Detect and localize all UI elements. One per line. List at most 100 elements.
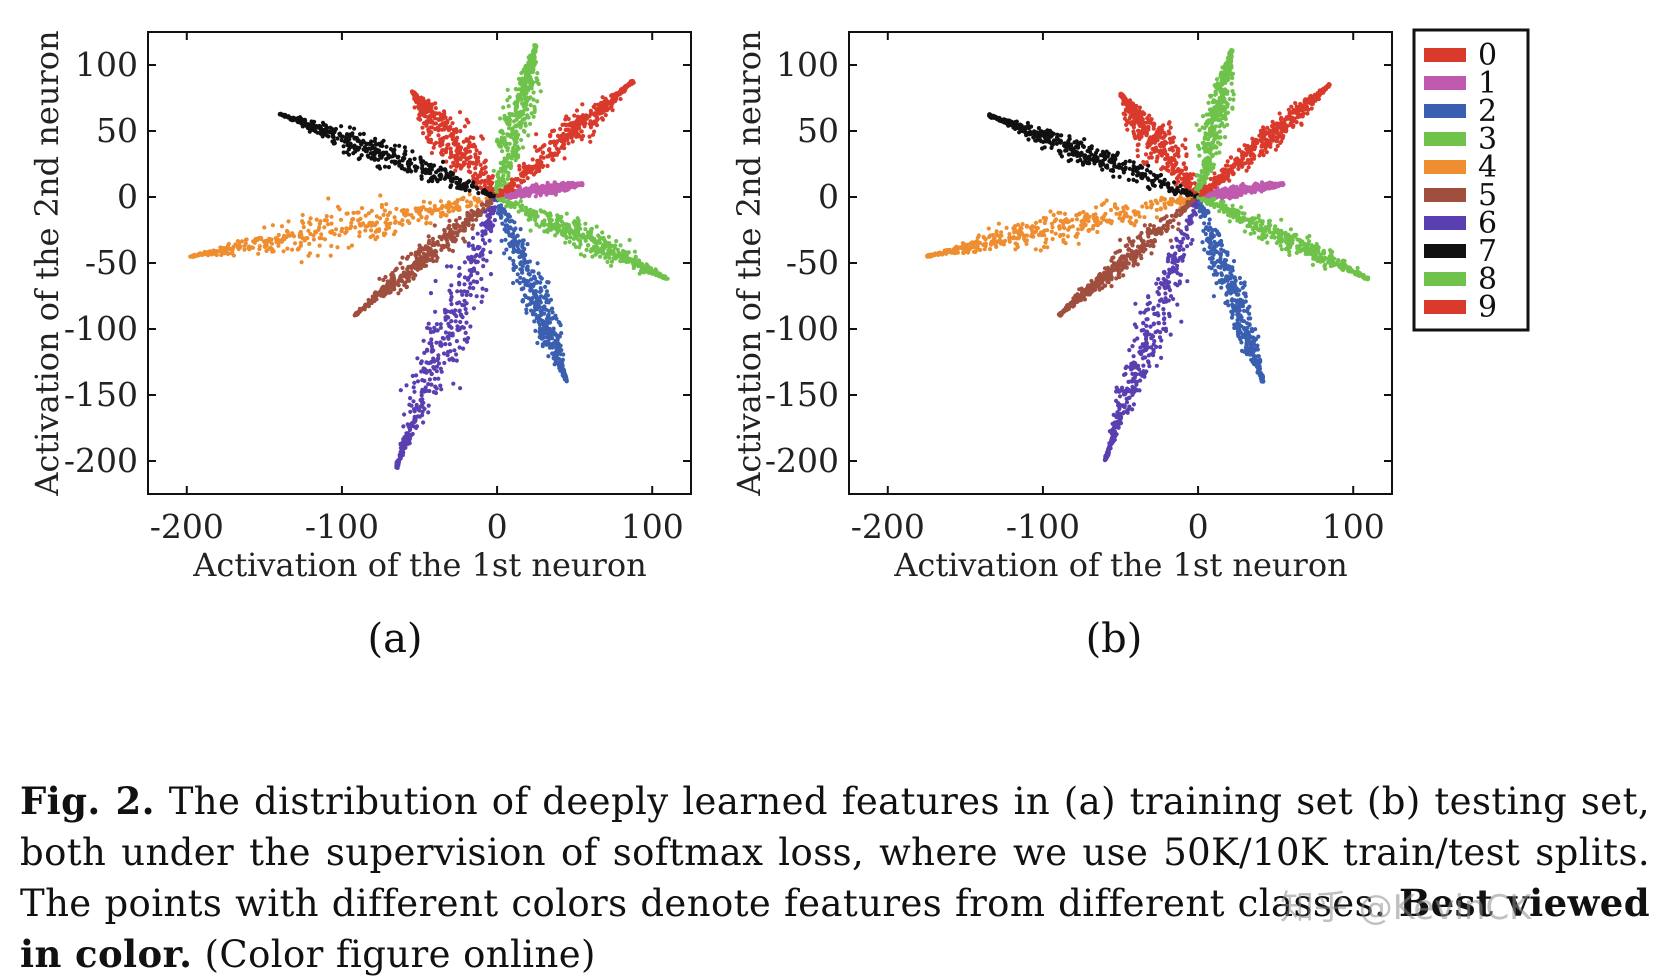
- point: [1167, 129, 1171, 133]
- point: [473, 259, 477, 263]
- point: [542, 143, 546, 147]
- point: [572, 221, 576, 225]
- y-axis-label: Activation of the 2nd neuron: [28, 30, 66, 496]
- point: [479, 172, 483, 176]
- point: [530, 86, 534, 90]
- point: [1157, 126, 1161, 130]
- point: [521, 118, 525, 122]
- point: [525, 242, 529, 246]
- point: [462, 155, 466, 159]
- point: [519, 227, 523, 231]
- point: [409, 213, 413, 217]
- point: [532, 172, 536, 176]
- point: [425, 348, 429, 352]
- point: [551, 158, 555, 162]
- point: [286, 219, 290, 223]
- point: [532, 90, 536, 94]
- point: [419, 208, 423, 212]
- point: [439, 172, 443, 176]
- point: [319, 232, 323, 236]
- point: [401, 266, 405, 270]
- point: [516, 272, 520, 276]
- point: [579, 121, 583, 125]
- point: [457, 274, 461, 278]
- point: [326, 196, 330, 200]
- point: [561, 352, 565, 356]
- point: [358, 132, 362, 136]
- point: [373, 158, 377, 162]
- point: [508, 95, 512, 99]
- point: [427, 133, 431, 137]
- point: [329, 244, 333, 248]
- point: [472, 266, 476, 270]
- point: [429, 361, 433, 365]
- scatter-points: [925, 48, 1370, 462]
- point: [463, 275, 467, 279]
- x-axis-label: Activation of the 1st neuron: [192, 546, 646, 584]
- point: [396, 155, 400, 159]
- point: [353, 147, 357, 151]
- point: [537, 271, 541, 275]
- point: [1145, 132, 1149, 136]
- point: [506, 133, 510, 137]
- point: [209, 252, 213, 256]
- point: [601, 95, 605, 99]
- point: [479, 277, 483, 281]
- point: [524, 64, 528, 68]
- point: [420, 177, 424, 181]
- point: [605, 260, 609, 264]
- point: [500, 239, 504, 243]
- point: [633, 250, 637, 254]
- point: [478, 211, 482, 215]
- point: [634, 255, 638, 259]
- point: [1125, 128, 1129, 132]
- point: [303, 118, 307, 122]
- point: [350, 131, 354, 135]
- point: [551, 310, 555, 314]
- point: [559, 215, 563, 219]
- point: [391, 149, 395, 153]
- point: [424, 208, 428, 212]
- point: [557, 321, 561, 325]
- point: [533, 145, 537, 149]
- point: [349, 224, 353, 228]
- point: [358, 217, 362, 221]
- point: [444, 147, 448, 151]
- point: [458, 386, 462, 390]
- point: [329, 222, 333, 226]
- point: [481, 221, 485, 225]
- point: [1173, 153, 1177, 157]
- point: [434, 279, 438, 283]
- point: [414, 426, 418, 430]
- point: [588, 119, 592, 123]
- point: [432, 146, 436, 150]
- point: [469, 203, 473, 207]
- point: [309, 124, 313, 128]
- y-tick-label: -200: [64, 441, 138, 480]
- point: [576, 134, 580, 138]
- point: [528, 122, 532, 126]
- point: [472, 247, 476, 251]
- point: [505, 200, 509, 204]
- point: [1138, 115, 1142, 119]
- point: [539, 286, 543, 290]
- point: [499, 213, 503, 217]
- point: [402, 212, 406, 216]
- point: [582, 254, 586, 258]
- point: [519, 174, 523, 178]
- point: [466, 138, 470, 142]
- point: [516, 155, 520, 159]
- point: [556, 223, 560, 227]
- point: [462, 282, 466, 286]
- point: [520, 91, 524, 95]
- point: [1178, 170, 1182, 174]
- point: [1176, 148, 1180, 152]
- point: [1131, 115, 1135, 119]
- point: [1136, 154, 1140, 158]
- point: [335, 245, 339, 249]
- point: [532, 115, 536, 119]
- point: [1169, 126, 1173, 130]
- point: [1146, 127, 1150, 131]
- point: [557, 366, 561, 370]
- point: [508, 142, 512, 146]
